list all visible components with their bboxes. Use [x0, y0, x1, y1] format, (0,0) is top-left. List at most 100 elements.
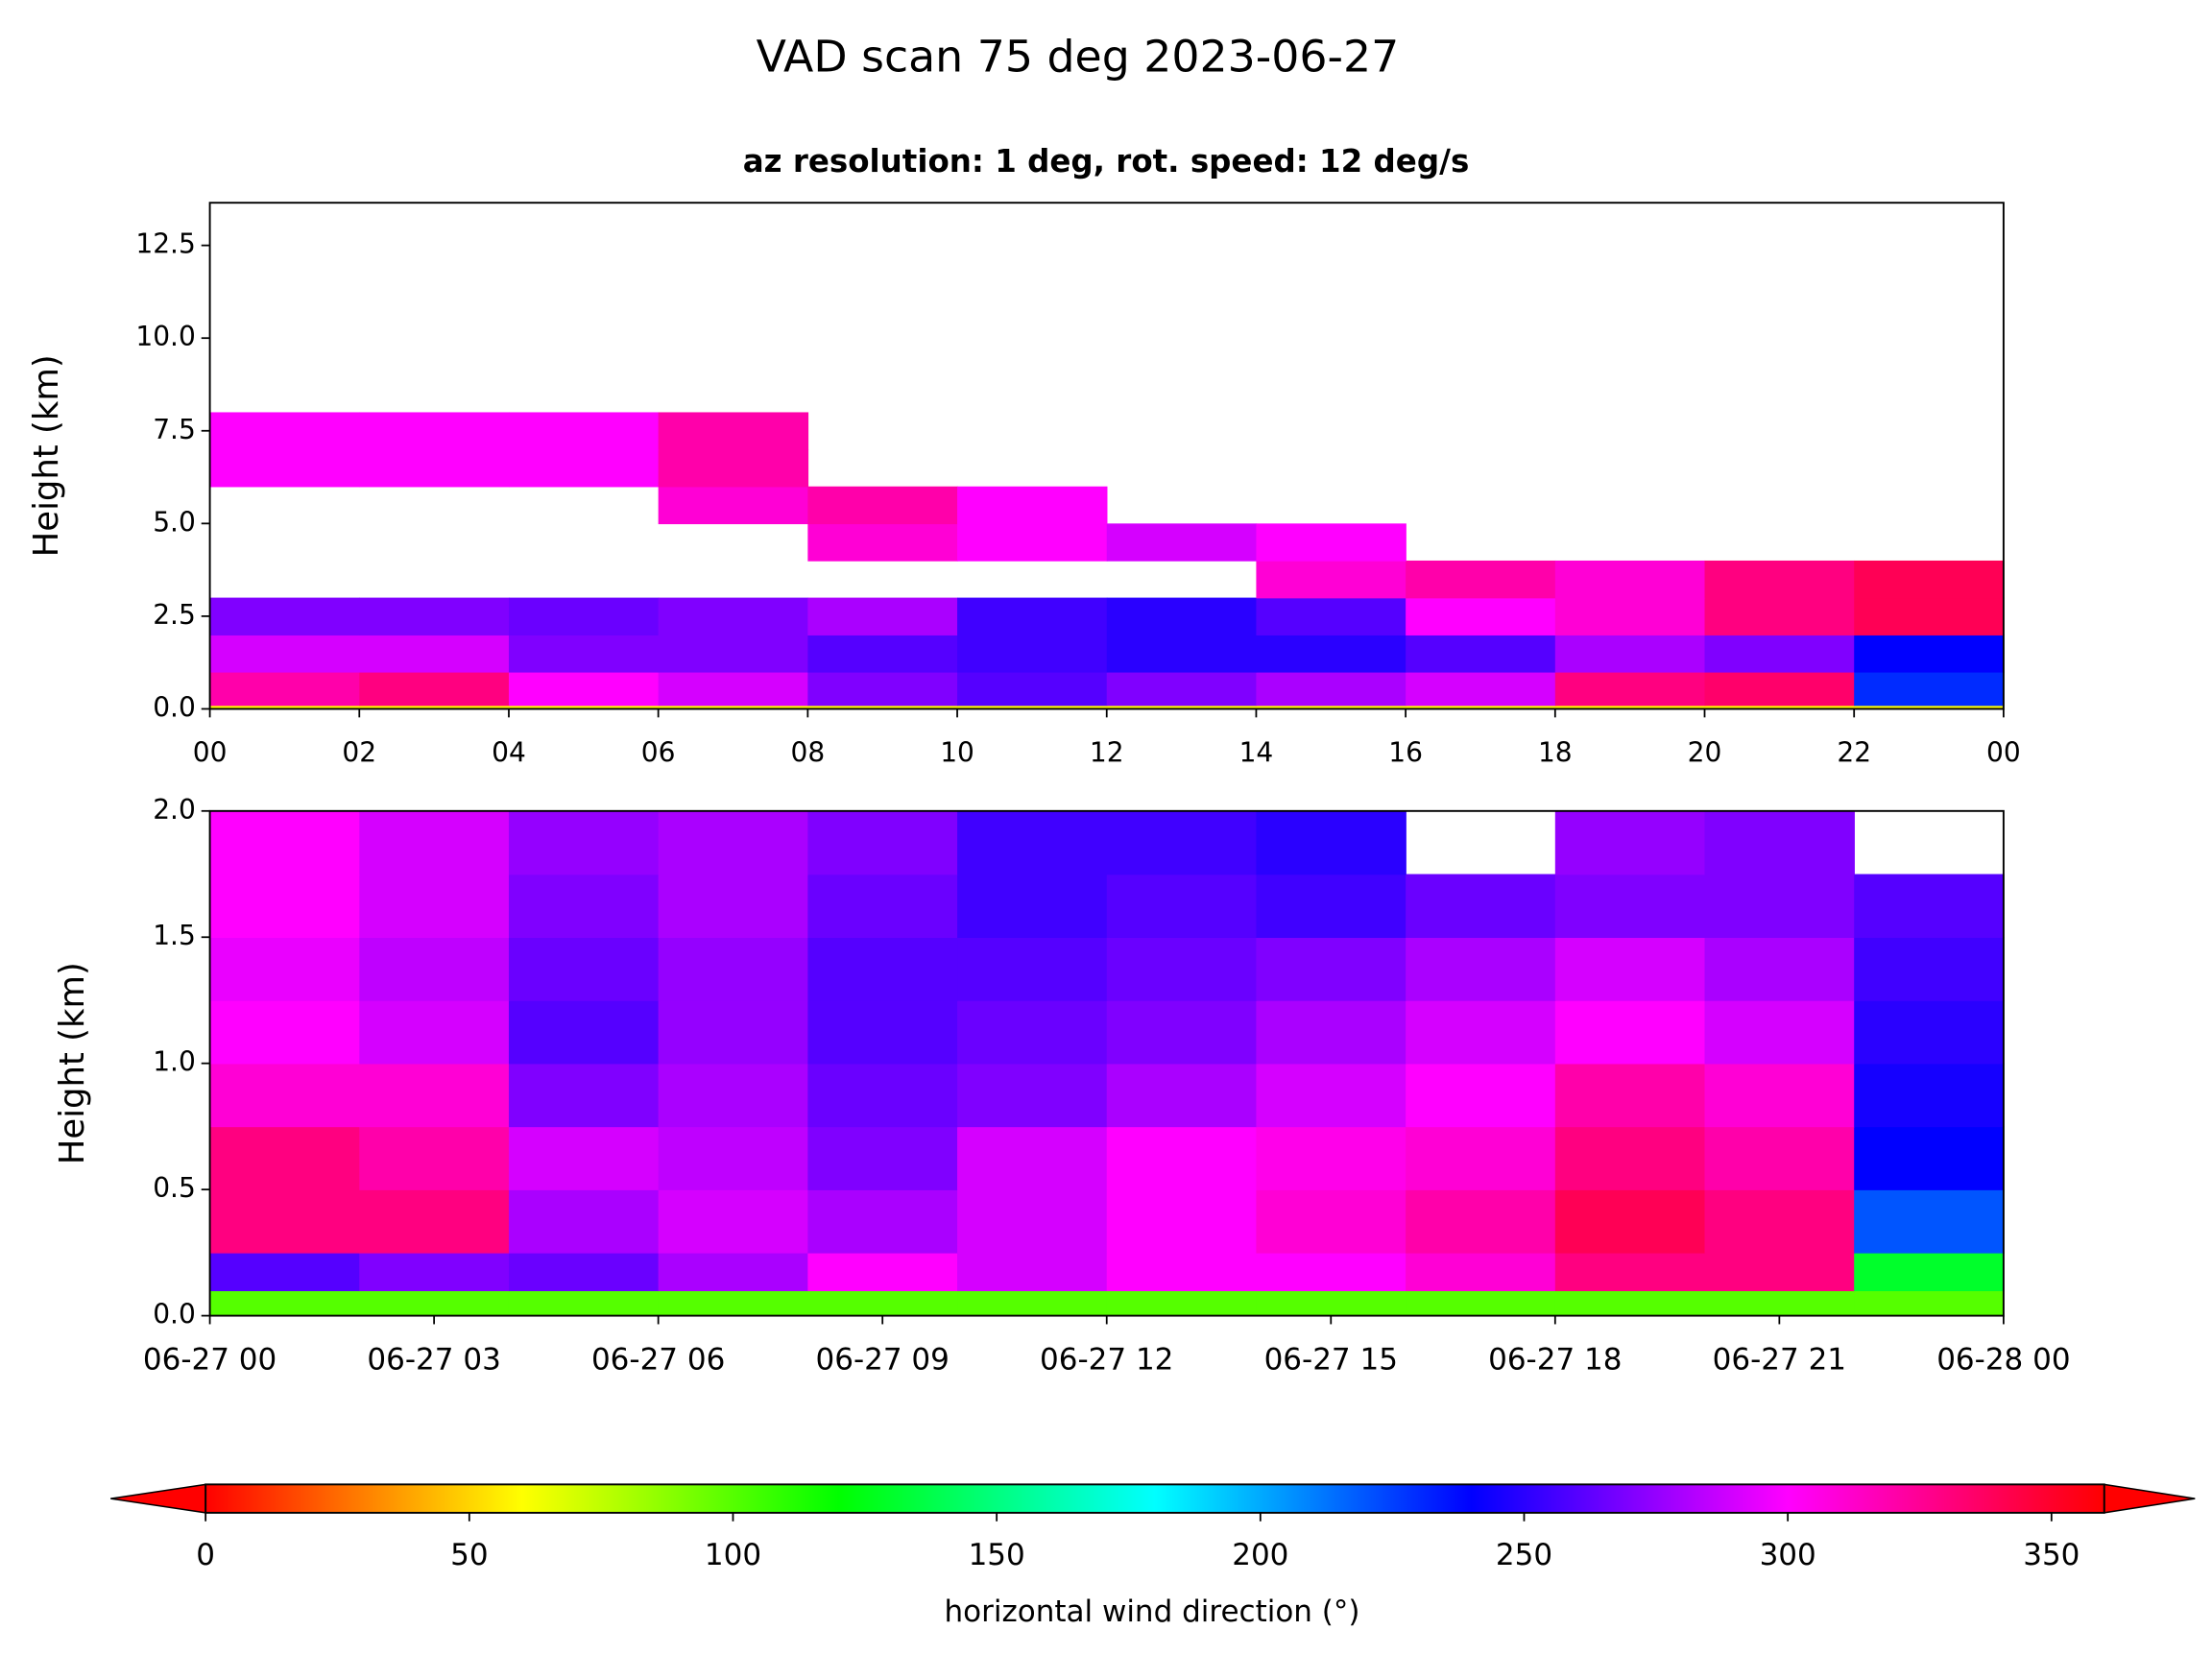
x-tick-label: 06-27 09	[816, 1342, 950, 1377]
heatmap-cell	[1256, 523, 1407, 562]
heatmap-cell	[1704, 810, 1855, 875]
x-tick-label: 06-27 06	[591, 1342, 725, 1377]
heatmap-cell	[658, 486, 809, 525]
x-tick-label: 02	[342, 737, 376, 769]
heatmap-cell	[359, 597, 510, 635]
heatmap-cell	[807, 810, 958, 875]
heatmap-cell	[1704, 635, 1855, 673]
x-tick-label: 14	[1239, 737, 1274, 769]
y-tick-label: 0.5	[153, 1172, 196, 1204]
heatmap-cell	[658, 874, 809, 938]
heatmap-cell	[1554, 874, 1706, 938]
heatmap-cell	[1704, 705, 1855, 710]
heatmap-cell	[1256, 1252, 1407, 1292]
x-tick-label: 16	[1388, 737, 1423, 769]
heatmap-cell	[209, 999, 361, 1065]
heatmap-cell	[1406, 705, 1556, 710]
heatmap-cell	[1854, 999, 2005, 1065]
heatmap-cell	[1704, 937, 1855, 1001]
heatmap-cell	[1256, 1189, 1407, 1254]
y-tick-label: 7.5	[153, 414, 196, 445]
x-tick-label: 00	[1986, 737, 2021, 769]
colorbar-tick-label: 300	[1760, 1538, 1816, 1572]
colorbar-tick-label: 50	[450, 1538, 488, 1572]
heatmap-cell	[359, 412, 510, 450]
heatmap-cell	[1854, 1126, 2005, 1190]
heatmap-cell	[1106, 810, 1258, 875]
colorbar-extend-low	[110, 1483, 206, 1514]
heatmap-cell	[807, 937, 958, 1001]
heatmap-cell	[658, 1252, 809, 1292]
heatmap-cell	[658, 999, 809, 1065]
heatmap-cell	[658, 1063, 809, 1128]
heatmap-cell	[1256, 671, 1407, 707]
x-tick-label: 08	[791, 737, 826, 769]
y-tick-label: 1.5	[153, 920, 196, 951]
heatmap-cell	[1854, 597, 2005, 635]
heatmap-cell	[508, 412, 660, 450]
heatmap-cell	[1406, 874, 1556, 938]
heatmap-cell	[508, 1290, 660, 1317]
y-axis-label: Height (km)	[53, 962, 92, 1164]
heatmap-cell	[1554, 1290, 1706, 1317]
heatmap-cell	[359, 671, 510, 707]
heatmap-cell	[658, 1290, 809, 1317]
x-tick-label: 12	[1090, 737, 1124, 769]
heatmap-cell	[1106, 671, 1258, 707]
heatmap-cell	[209, 1063, 361, 1128]
heatmap-cell	[1554, 560, 1706, 599]
heatmap-cell	[1406, 937, 1556, 1001]
colorbar-tick-label: 150	[969, 1538, 1025, 1572]
heatmap-cell	[1704, 874, 1855, 938]
heatmap-cell	[359, 1063, 510, 1128]
heatmap-cell	[957, 1189, 1108, 1254]
heatmap-cell	[209, 412, 361, 450]
heatmap-cell	[209, 705, 361, 710]
heatmap-cell	[807, 671, 958, 707]
heatmap-cell	[1854, 1290, 2005, 1317]
x-tick-label: 06-28 00	[1936, 1342, 2070, 1377]
heatmap-cell	[508, 1189, 660, 1254]
colorbar-tick-label: 350	[2023, 1538, 2080, 1572]
heatmap-cell	[1256, 999, 1407, 1065]
heatmap-cell	[1256, 597, 1407, 635]
colorbar-label: horizontal wind direction (°)	[944, 1594, 1359, 1629]
heatmap-cell	[807, 874, 958, 938]
colorbar-frame	[204, 1483, 2105, 1514]
heatmap-cell	[1554, 937, 1706, 1001]
y-tick-label: 1.0	[153, 1046, 196, 1078]
heatmap-cell	[1704, 1252, 1855, 1292]
heatmap-cell	[508, 635, 660, 673]
heatmap-cell	[1704, 1126, 1855, 1190]
colorbar-tick-label: 200	[1232, 1538, 1288, 1572]
heatmap-cell	[1406, 560, 1556, 599]
heatmap-cell	[209, 671, 361, 707]
heatmap-cell	[1106, 999, 1258, 1065]
heatmap-cell	[1256, 635, 1407, 673]
heatmap-cell	[807, 523, 958, 562]
colorbar-tick-label: 100	[705, 1538, 761, 1572]
y-tick-label: 2.0	[153, 794, 196, 826]
colorbar-tick-label: 250	[1496, 1538, 1552, 1572]
heatmap-cell	[209, 1290, 361, 1317]
heatmap-cell	[1704, 1063, 1855, 1128]
heatmap-cell	[1256, 874, 1407, 938]
heatmap-cell	[957, 486, 1108, 525]
heatmap-cell	[359, 705, 510, 710]
heatmap-cell	[1406, 1252, 1556, 1292]
heatmap-cell	[658, 705, 809, 710]
heatmap-cell	[1704, 999, 1855, 1065]
heatmap-cell	[957, 1290, 1108, 1317]
heatmap-cell	[1406, 1126, 1556, 1190]
heatmap-cell	[1704, 1290, 1855, 1317]
heatmap-cell	[957, 937, 1108, 1001]
heatmap-cell	[508, 705, 660, 710]
x-tick-label: 06-27 12	[1040, 1342, 1173, 1377]
heatmap-cell	[359, 635, 510, 673]
heatmap-cell	[1406, 597, 1556, 635]
heatmap-cell	[1106, 874, 1258, 938]
heatmap-cell	[1256, 810, 1407, 875]
y-tick-label: 0.0	[153, 1299, 196, 1330]
x-tick-label: 06-27 03	[367, 1342, 500, 1377]
